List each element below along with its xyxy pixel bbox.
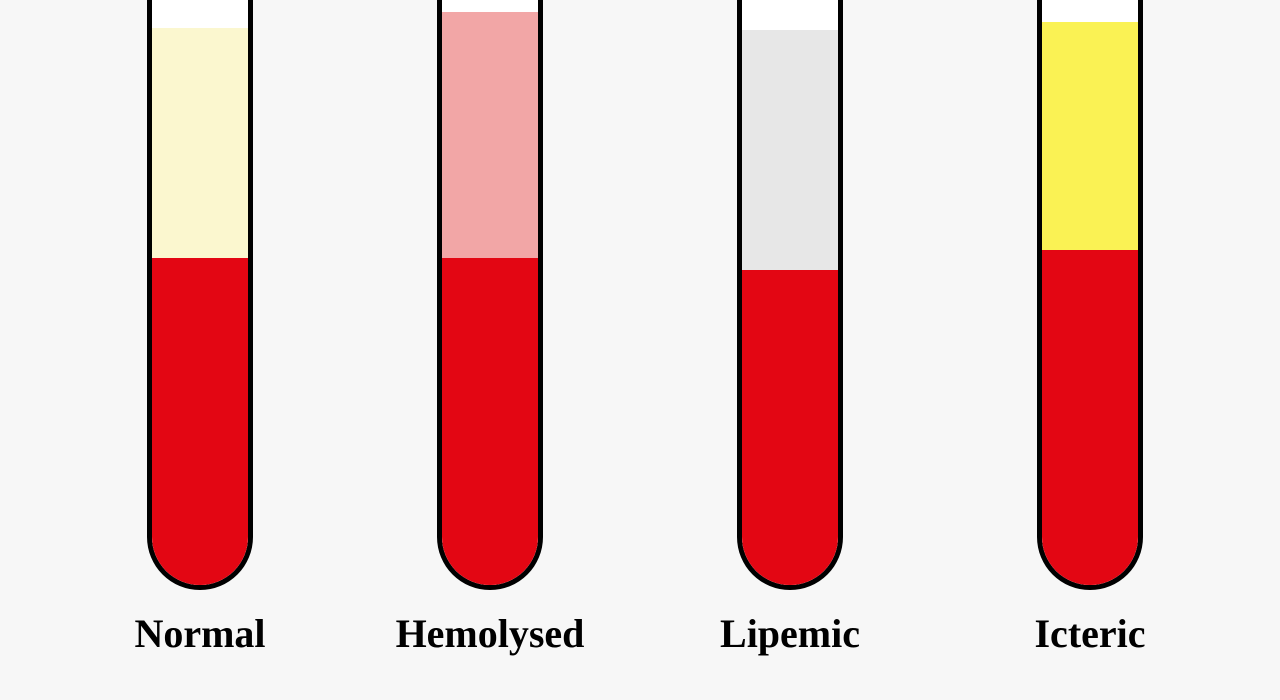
test-tube-icon (737, 0, 843, 590)
tube-label-normal: Normal (134, 610, 265, 657)
tube-label-hemolysed: Hemolysed (396, 610, 585, 657)
blood-layer (442, 258, 538, 585)
serum-tubes-diagram: NormalHemolysedLipemicIcteric (0, 0, 1280, 700)
test-tube-icon (147, 0, 253, 590)
serum-layer (742, 30, 838, 270)
tube-icteric: Icteric (970, 0, 1210, 590)
blood-layer (742, 270, 838, 585)
blood-layer (152, 258, 248, 585)
tube-normal: Normal (80, 0, 320, 590)
serum-layer (152, 28, 248, 258)
tube-lipemic: Lipemic (670, 0, 910, 590)
test-tube-icon (437, 0, 543, 590)
serum-layer (1042, 22, 1138, 250)
tube-hemolysed: Hemolysed (370, 0, 610, 590)
test-tube-icon (1037, 0, 1143, 590)
tube-label-lipemic: Lipemic (720, 610, 860, 657)
tube-label-icteric: Icteric (1034, 610, 1145, 657)
blood-layer (1042, 250, 1138, 585)
serum-layer (442, 12, 538, 258)
